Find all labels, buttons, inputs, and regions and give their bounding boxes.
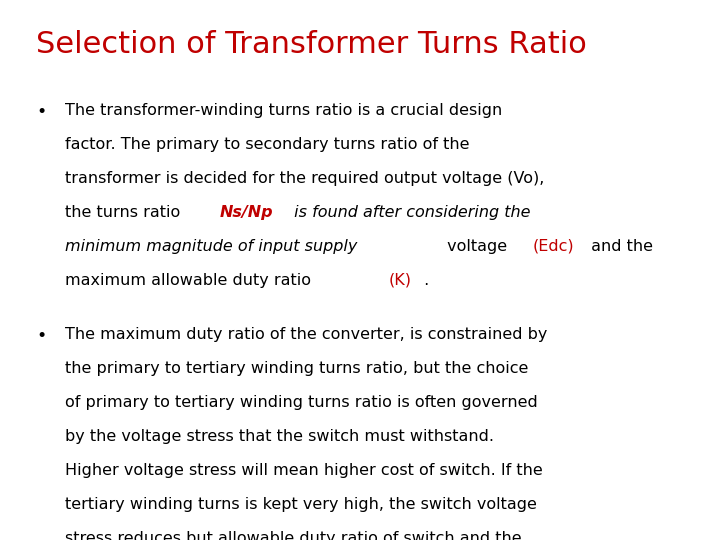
- Text: maximum allowable duty ratio: maximum allowable duty ratio: [65, 273, 316, 288]
- Text: •: •: [36, 103, 46, 120]
- Text: The transformer-winding turns ratio is a crucial design: The transformer-winding turns ratio is a…: [65, 103, 502, 118]
- Text: stress reduces but allowable duty ratio of switch and the: stress reduces but allowable duty ratio …: [65, 531, 521, 540]
- Text: (Edc): (Edc): [533, 239, 575, 254]
- Text: tertiary winding turns is kept very high, the switch voltage: tertiary winding turns is kept very high…: [65, 497, 536, 512]
- Text: Selection of Transformer Turns Ratio: Selection of Transformer Turns Ratio: [36, 30, 587, 59]
- Text: Higher voltage stress will mean higher cost of switch. If the: Higher voltage stress will mean higher c…: [65, 463, 543, 478]
- Text: of primary to tertiary winding turns ratio is often governed: of primary to tertiary winding turns rat…: [65, 395, 538, 410]
- Text: and the: and the: [586, 239, 654, 254]
- Text: transformer is decided for the required output voltage (Vo),: transformer is decided for the required …: [65, 171, 544, 186]
- Text: the turns ratio: the turns ratio: [65, 205, 185, 220]
- Text: voltage: voltage: [442, 239, 513, 254]
- Text: Ns/Np: Ns/Np: [220, 205, 274, 220]
- Text: factor. The primary to secondary turns ratio of the: factor. The primary to secondary turns r…: [65, 137, 469, 152]
- Text: minimum magnitude of input supply: minimum magnitude of input supply: [65, 239, 357, 254]
- Text: (K): (K): [389, 273, 412, 288]
- Text: •: •: [36, 327, 46, 345]
- Text: is found after considering the: is found after considering the: [289, 205, 531, 220]
- Text: .: .: [418, 273, 428, 288]
- Text: The maximum duty ratio of the converter, is constrained by: The maximum duty ratio of the converter,…: [65, 327, 547, 342]
- Text: by the voltage stress that the switch must withstand.: by the voltage stress that the switch mu…: [65, 429, 494, 444]
- Text: the primary to tertiary winding turns ratio, but the choice: the primary to tertiary winding turns ra…: [65, 361, 528, 376]
